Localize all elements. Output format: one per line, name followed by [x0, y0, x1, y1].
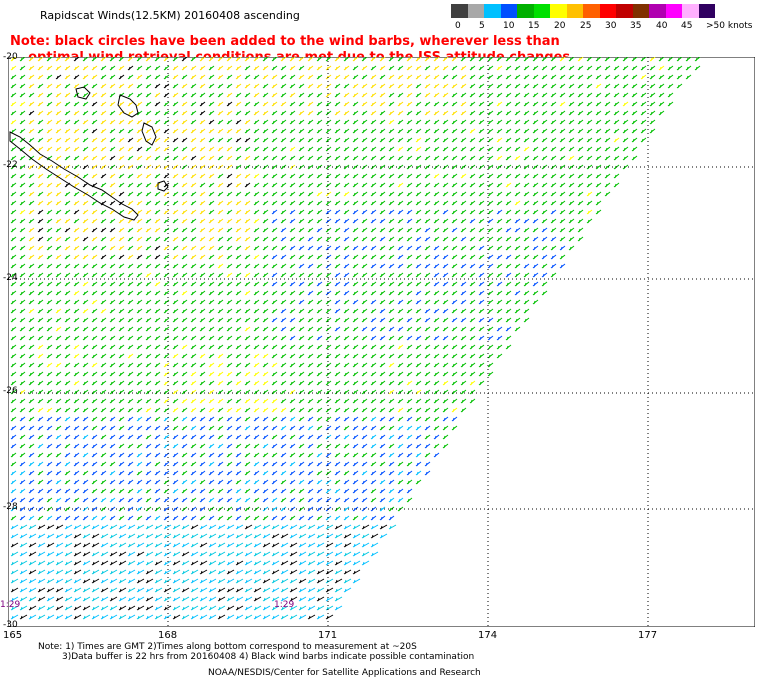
latitude-label: -20: [3, 52, 18, 62]
longitude-label: 168: [158, 630, 178, 641]
colorbar-swatch: [467, 4, 484, 18]
map-title: Rapidscat Winds(12.5KM) 20160408 ascendi…: [40, 9, 300, 22]
colorbar-swatch: [451, 4, 468, 18]
colorbar-swatch: [583, 4, 600, 18]
longitude-label: 171: [318, 630, 338, 641]
isle-of-pines: [157, 180, 169, 192]
colorbar-label: 30: [605, 21, 617, 31]
time-label-right: 1:29: [274, 600, 295, 610]
colorbar-swatch: [632, 4, 649, 18]
colorbar-label: 35: [630, 21, 642, 31]
time-label-left: 1:29: [0, 600, 21, 610]
latitude-label: -26: [3, 386, 18, 396]
credit-line: NOAA/NESDIS/Center for Satellite Applica…: [208, 668, 481, 678]
colorbar-swatch: [665, 4, 682, 18]
colorbar-swatch: [649, 4, 666, 18]
wind-barb-map: [8, 57, 755, 627]
longitude-label: 177: [638, 630, 658, 641]
colorbar-swatch: [533, 4, 550, 18]
loyalty-island-1: [117, 94, 139, 118]
footnote-line-2: 3)Data buffer is 22 hrs from 20160408 4)…: [62, 652, 475, 662]
wind-speed-colorbar: [451, 4, 715, 18]
colorbar-label: 15: [528, 21, 540, 31]
longitude-label: 165: [3, 630, 23, 641]
colorbar-label: 25: [580, 21, 592, 31]
graticule: [8, 57, 755, 627]
colorbar-label: >50 knots: [706, 21, 753, 31]
colorbar-swatch: [550, 4, 567, 18]
colorbar-label: 10: [503, 21, 515, 31]
new-caledonia-coast: [9, 131, 139, 221]
loyalty-island-3: [75, 86, 91, 100]
colorbar-swatch: [517, 4, 534, 18]
colorbar-swatch: [500, 4, 517, 18]
longitude-label: 174: [478, 630, 498, 641]
colorbar-swatch: [599, 4, 616, 18]
colorbar-swatch: [682, 4, 699, 18]
latitude-label: -28: [3, 502, 18, 512]
colorbar-label: 20: [554, 21, 566, 31]
wind-barbs: [10, 57, 701, 620]
loyalty-island-2: [141, 122, 157, 146]
latitude-label: -24: [3, 273, 18, 283]
colorbar-swatch: [616, 4, 633, 18]
coastline: [9, 86, 169, 221]
colorbar-label: 40: [656, 21, 668, 31]
footnote-line-1: Note: 1) Times are GMT 2)Times along bot…: [38, 642, 417, 652]
latitude-label: -22: [3, 160, 18, 170]
map-frame: [8, 57, 755, 627]
colorbar-swatch: [484, 4, 501, 18]
latitude-label: -30: [3, 620, 18, 630]
colorbar-label: 0: [455, 21, 461, 31]
colorbar-swatch: [698, 4, 715, 18]
colorbar-label: 45: [681, 21, 693, 31]
colorbar-label: 5: [479, 21, 485, 31]
colorbar-swatch: [566, 4, 583, 18]
